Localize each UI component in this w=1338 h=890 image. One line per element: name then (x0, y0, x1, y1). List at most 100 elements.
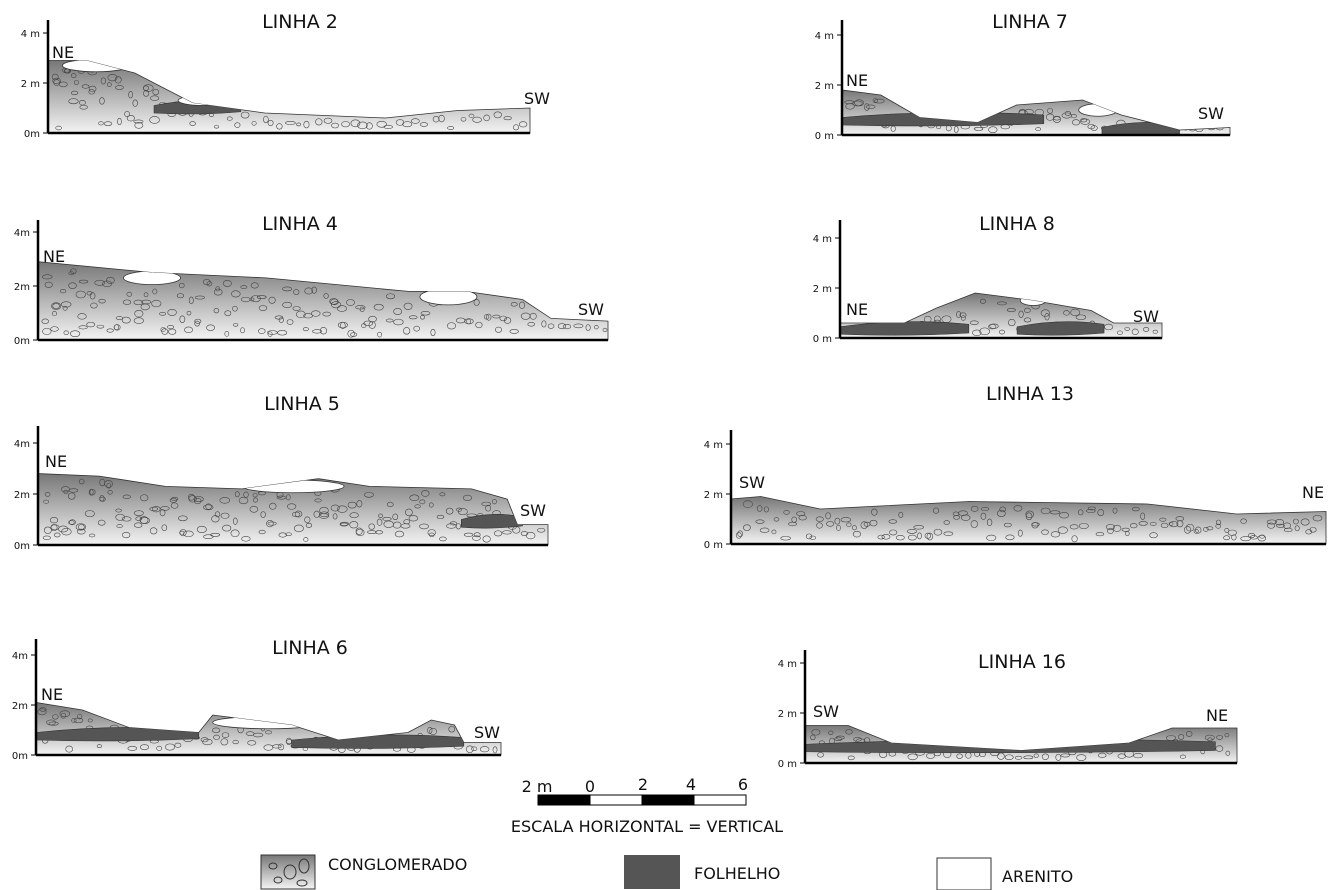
pebble (315, 118, 323, 126)
y-label: 2 m (704, 490, 723, 501)
pebble (1312, 514, 1323, 522)
pebble (88, 488, 94, 496)
pebble (1070, 308, 1081, 317)
pebble (319, 506, 329, 515)
pebble (59, 289, 67, 294)
pebble (43, 499, 50, 504)
pebble (268, 296, 276, 304)
pebble (42, 274, 53, 280)
pebble (475, 321, 483, 329)
pebble (285, 121, 296, 125)
pebble (1131, 506, 1140, 512)
scale-label: 0 (585, 777, 595, 796)
direction-label: SW (813, 702, 839, 721)
pebble (889, 529, 898, 536)
pebble (234, 491, 240, 498)
pebble (1224, 732, 1230, 738)
pebble (1040, 507, 1051, 515)
pebble (134, 309, 144, 318)
pebble (462, 494, 473, 501)
pebble (502, 530, 512, 535)
pebble (79, 104, 88, 110)
pebble (421, 490, 430, 497)
pebble (969, 320, 979, 326)
pebble (1005, 534, 1015, 541)
pebble (304, 287, 313, 295)
pebble (312, 329, 322, 334)
pebble (265, 730, 272, 735)
pebble (1013, 505, 1023, 512)
pebble (339, 521, 350, 526)
pebble (121, 316, 131, 324)
y-label: 4 m (815, 31, 834, 42)
pebble (1057, 526, 1068, 534)
pebble (210, 533, 221, 537)
pebble (368, 321, 376, 329)
pebble (151, 506, 161, 513)
pebble (193, 497, 202, 505)
pebble (167, 308, 177, 316)
pebble (1055, 753, 1062, 761)
pebble (213, 124, 220, 129)
pebble (337, 321, 348, 329)
pebble (493, 111, 502, 119)
pebble (980, 507, 990, 511)
pebble (104, 480, 113, 488)
pebble (479, 746, 490, 753)
pebble (293, 524, 304, 533)
pebble (1133, 753, 1144, 759)
pebble (314, 498, 322, 503)
pebble (562, 324, 572, 330)
pebble (86, 321, 96, 328)
pebble (67, 492, 76, 500)
pebble (960, 514, 971, 521)
pebble (49, 517, 59, 524)
pebble (743, 524, 751, 531)
pebble (77, 528, 86, 535)
pebble (438, 114, 445, 123)
direction-label: SW (1198, 104, 1224, 123)
pebble (811, 729, 821, 736)
pebble (1112, 507, 1118, 514)
pebble (322, 311, 331, 317)
pebble (251, 121, 257, 126)
pebble (194, 318, 202, 324)
pebble (541, 320, 547, 328)
pebble (232, 517, 238, 525)
pebble (336, 505, 348, 513)
pebble (1185, 730, 1193, 737)
pebble (296, 310, 306, 319)
pebble (1227, 529, 1237, 536)
pebble (304, 516, 311, 524)
pebble (472, 116, 482, 123)
pebble (759, 527, 770, 533)
pebble (952, 511, 960, 516)
pebble (448, 725, 456, 733)
pebble (1283, 522, 1292, 529)
pebble (186, 310, 192, 316)
pebble (149, 506, 159, 512)
sandstone-lens (212, 715, 325, 730)
pebble (557, 323, 567, 330)
pebble (473, 532, 481, 538)
pebble (1257, 534, 1267, 542)
pebble (1117, 330, 1123, 335)
pebble (149, 116, 160, 124)
pebble (1041, 529, 1049, 535)
pebble (852, 530, 861, 538)
pebble (224, 330, 230, 337)
pebble (1031, 522, 1039, 529)
pebble (419, 523, 429, 530)
pebble (1080, 118, 1088, 123)
pebble (73, 80, 79, 85)
pebble (98, 121, 104, 126)
direction-label: NE (43, 247, 65, 266)
y-label: 4m (14, 439, 30, 450)
pebble (1225, 750, 1231, 756)
pebble (1193, 528, 1199, 534)
pebble (266, 520, 274, 528)
pebble (152, 88, 160, 96)
pebble (51, 311, 57, 317)
pebble (483, 114, 490, 122)
pebble (1176, 520, 1184, 528)
